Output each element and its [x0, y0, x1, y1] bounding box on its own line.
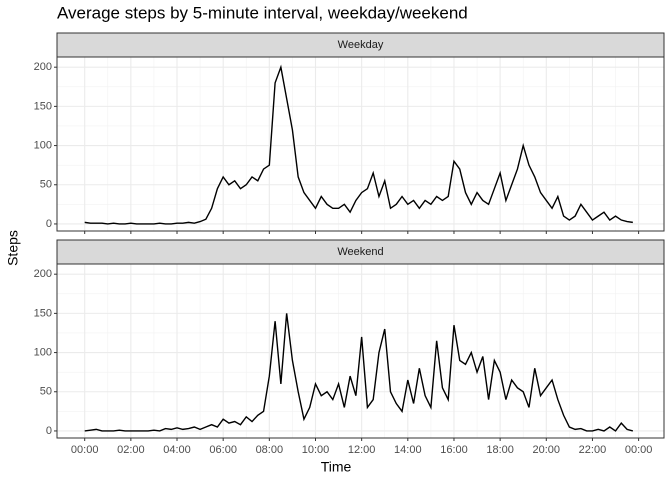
y-tick-label: 50: [40, 179, 52, 191]
x-tick-label: 16:00: [440, 444, 468, 456]
panel-border: [56, 56, 665, 232]
x-tick-label: 00:00: [625, 444, 653, 456]
x-tick-label: 04:00: [163, 444, 191, 456]
strip: [56, 239, 665, 265]
x-tick-label: 10:00: [302, 444, 330, 456]
strip-label: Weekend: [337, 246, 383, 258]
y-tick-label: 200: [34, 61, 52, 73]
y-tick-label: 0: [46, 218, 52, 230]
strip: [56, 32, 665, 58]
y-tick-label: 50: [40, 386, 52, 398]
x-tick-label: 00:00: [71, 444, 99, 456]
strip-label: Weekday: [338, 39, 384, 51]
x-tick-label: 18:00: [486, 444, 514, 456]
x-tick-label: 06:00: [209, 444, 237, 456]
y-tick-label: 0: [46, 425, 52, 437]
y-tick-label: 150: [34, 100, 52, 112]
x-tick-label: 20:00: [533, 444, 561, 456]
panel: [57, 57, 664, 231]
x-tick-label: 22:00: [579, 444, 607, 456]
y-tick-label: 100: [34, 139, 52, 151]
y-tick-label: 150: [34, 307, 52, 319]
chart-title: Average steps by 5-minute interval, week…: [57, 3, 468, 22]
x-axis-label: Time: [321, 459, 352, 475]
y-tick-label: 100: [34, 346, 52, 358]
line: [84, 64, 633, 225]
x-tick-label: 02:00: [117, 444, 145, 456]
y-tick-label: 200: [34, 268, 52, 280]
panel-border: [56, 263, 665, 439]
x-tick-label: 12:00: [348, 444, 376, 456]
x-tick-label: 14:00: [394, 444, 422, 456]
line: [84, 313, 634, 432]
y-axis-label: Steps: [5, 230, 21, 266]
x-tick-label: 08:00: [256, 444, 284, 456]
